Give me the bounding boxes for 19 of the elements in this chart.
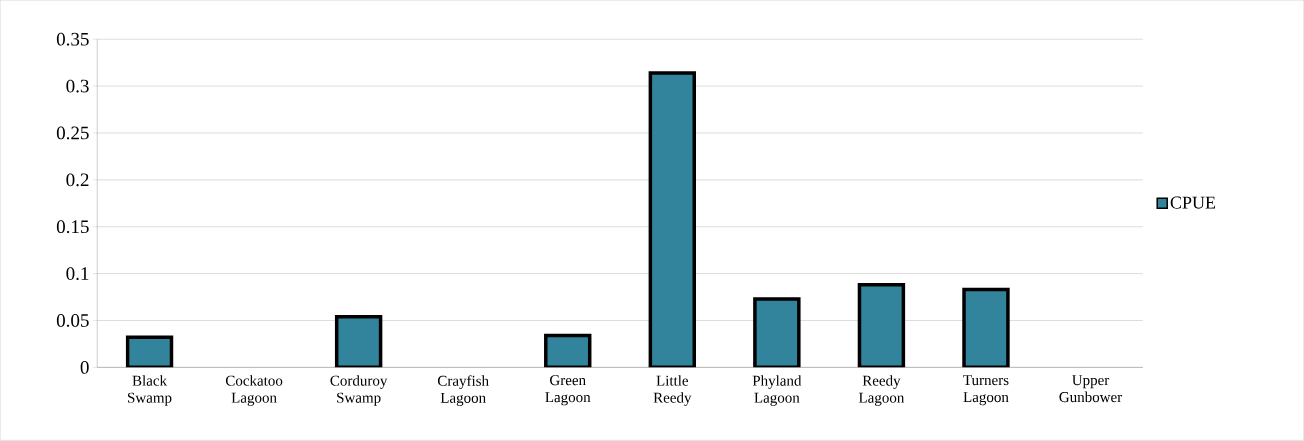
x-tick-label: Phyland Lagoon	[752, 375, 802, 407]
x-tick-label: Black Swamp	[128, 375, 172, 406]
x-tick-label: Corduroy Swamp	[330, 375, 388, 406]
x-tick-label: Little Reedy	[653, 375, 692, 407]
x-tick-label: Crayfish Lagoon	[437, 375, 489, 407]
y-tick-label: 0.15	[56, 220, 89, 234]
y-tick-label: 0.2	[66, 173, 89, 187]
x-tick-label: Green Lagoon	[545, 375, 591, 406]
y-tick-label: 0.25	[56, 126, 89, 140]
x-tick-label: Reedy Lagoon	[858, 375, 905, 407]
y-tick-label: 0.05	[56, 314, 89, 328]
legend-label: CPUE	[1170, 196, 1216, 209]
y-tick-label: 0.3	[66, 79, 89, 93]
y-tick-label: 0.1	[66, 267, 89, 281]
x-tick-label: Upper Gunbower	[1059, 375, 1123, 403]
y-tick-label: 0.35	[56, 32, 89, 46]
x-tick-label: Cockatoo Lagoon	[225, 375, 283, 407]
y-tick-label: 0	[80, 361, 89, 374]
x-tick-label: Turners Lagoon	[963, 375, 1009, 406]
